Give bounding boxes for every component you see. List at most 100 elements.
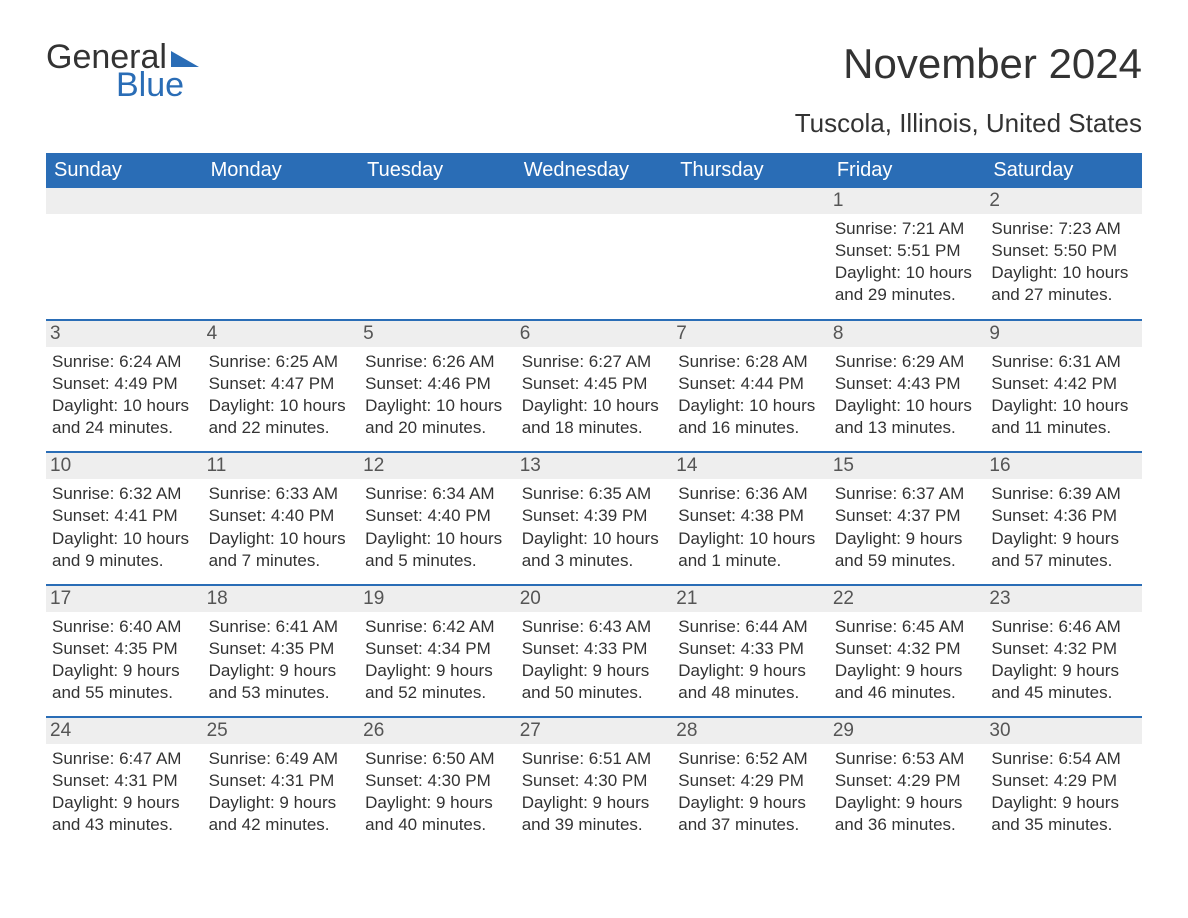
sunrise-text: Sunrise: 6:25 AM [209, 351, 354, 373]
day-details: Sunrise: 6:39 AMSunset: 4:36 PMDaylight:… [991, 483, 1136, 571]
day-header: Monday [203, 153, 360, 188]
daylight-text: Daylight: 10 hours and 16 minutes. [678, 395, 823, 439]
logo-flag-icon [171, 47, 199, 67]
day-cell: 26 Sunrise: 6:50 AMSunset: 4:30 PMDayligh… [359, 717, 516, 849]
daylight-text: Daylight: 9 hours and 59 minutes. [835, 528, 980, 572]
day-details: Sunrise: 6:28 AMSunset: 4:44 PMDaylight:… [678, 351, 823, 439]
sunset-text: Sunset: 4:41 PM [52, 505, 197, 527]
daylight-text: Daylight: 9 hours and 40 minutes. [365, 792, 510, 836]
header-row: General Blue November 2024 [46, 40, 1142, 102]
sunrise-text: Sunrise: 6:44 AM [678, 616, 823, 638]
day-number: 23 [985, 586, 1142, 612]
day-details: Sunrise: 6:26 AMSunset: 4:46 PMDaylight:… [365, 351, 510, 439]
sunrise-text: Sunrise: 6:43 AM [522, 616, 667, 638]
sunset-text: Sunset: 4:45 PM [522, 373, 667, 395]
day-number: 7 [672, 321, 829, 347]
day-number: 17 [46, 586, 203, 612]
day-number: 9 [985, 321, 1142, 347]
sunrise-text: Sunrise: 6:50 AM [365, 748, 510, 770]
day-number: 25 [203, 718, 360, 744]
daylight-text: Daylight: 9 hours and 50 minutes. [522, 660, 667, 704]
day-cell: 2Sunrise: 7:23 AMSunset: 5:50 PMDaylight… [985, 188, 1142, 320]
sunset-text: Sunset: 4:34 PM [365, 638, 510, 660]
day-cell: 20Sunrise: 6:43 AMSunset: 4:33 PMDayligh… [516, 585, 673, 717]
sunrise-text: Sunrise: 6:40 AM [52, 616, 197, 638]
day-number: 24 [46, 718, 203, 744]
day-number: 19 [359, 586, 516, 612]
day-header: Wednesday [516, 153, 673, 188]
sunrise-text: Sunrise: 6:51 AM [522, 748, 667, 770]
day-number: 2 [985, 188, 1142, 214]
day-details: Sunrise: 6:33 AMSunset: 4:40 PMDaylight:… [209, 483, 354, 571]
day-details: Sunrise: 6:53 AMSunset: 4:29 PMDaylight:… [835, 748, 980, 836]
daylight-text: Daylight: 9 hours and 42 minutes. [209, 792, 354, 836]
week-row: 1Sunrise: 7:21 AMSunset: 5:51 PMDaylight… [46, 188, 1142, 320]
day-number [203, 188, 360, 214]
day-number: 29 [829, 718, 986, 744]
day-cell [46, 188, 203, 320]
day-number: 8 [829, 321, 986, 347]
day-number: 16 [985, 453, 1142, 479]
sunrise-text: Sunrise: 6:32 AM [52, 483, 197, 505]
day-cell: 7 Sunrise: 6:28 AMSunset: 4:44 PMDaylight… [672, 320, 829, 452]
sunrise-text: Sunrise: 6:24 AM [52, 351, 197, 373]
sunrise-text: Sunrise: 6:34 AM [365, 483, 510, 505]
daylight-text: Daylight: 9 hours and 35 minutes. [991, 792, 1136, 836]
sunset-text: Sunset: 4:40 PM [365, 505, 510, 527]
day-number [672, 188, 829, 214]
day-cell: 21Sunrise: 6:44 AMSunset: 4:33 PMDayligh… [672, 585, 829, 717]
day-cell: 8Sunrise: 6:29 AMSunset: 4:43 PMDaylight… [829, 320, 986, 452]
sunset-text: Sunset: 4:47 PM [209, 373, 354, 395]
sunrise-text: Sunrise: 6:42 AM [365, 616, 510, 638]
daylight-text: Daylight: 10 hours and 22 minutes. [209, 395, 354, 439]
logo: General Blue [46, 40, 199, 102]
sunrise-text: Sunrise: 6:37 AM [835, 483, 980, 505]
location-subtitle: Tuscola, Illinois, United States [46, 108, 1142, 139]
day-number: 13 [516, 453, 673, 479]
sunset-text: Sunset: 4:31 PM [52, 770, 197, 792]
daylight-text: Daylight: 9 hours and 39 minutes. [522, 792, 667, 836]
day-cell: 19 Sunrise: 6:42 AMSunset: 4:34 PMDayligh… [359, 585, 516, 717]
daylight-text: Daylight: 10 hours and 29 minutes. [835, 262, 980, 306]
day-number [46, 188, 203, 214]
sunrise-text: Sunrise: 7:21 AM [835, 218, 980, 240]
sunset-text: Sunset: 4:30 PM [365, 770, 510, 792]
day-cell: 14Sunrise: 6:36 AMSunset: 4:38 PMDayligh… [672, 452, 829, 584]
daylight-text: Daylight: 10 hours and 5 minutes. [365, 528, 510, 572]
day-number: 26 [359, 718, 516, 744]
day-details: Sunrise: 6:45 AMSunset: 4:32 PMDaylight:… [835, 616, 980, 704]
sunrise-text: Sunrise: 6:54 AM [991, 748, 1136, 770]
day-number: 30 [985, 718, 1142, 744]
sunset-text: Sunset: 4:43 PM [835, 373, 980, 395]
day-details: Sunrise: 6:42 AMSunset: 4:34 PMDaylight:… [365, 616, 510, 704]
day-details: Sunrise: 6:32 AMSunset: 4:41 PMDaylight:… [52, 483, 197, 571]
day-details: Sunrise: 6:25 AMSunset: 4:47 PMDaylight:… [209, 351, 354, 439]
daylight-text: Daylight: 10 hours and 18 minutes. [522, 395, 667, 439]
sunrise-text: Sunrise: 6:35 AM [522, 483, 667, 505]
day-number: 28 [672, 718, 829, 744]
day-details: Sunrise: 6:35 AMSunset: 4:39 PMDaylight:… [522, 483, 667, 571]
day-cell: 3Sunrise: 6:24 AMSunset: 4:49 PMDaylight… [46, 320, 203, 452]
sunrise-text: Sunrise: 6:29 AM [835, 351, 980, 373]
week-row: 17Sunrise: 6:40 AMSunset: 4:35 PMDayligh… [46, 585, 1142, 717]
day-number: 6 [516, 321, 673, 347]
day-details: Sunrise: 6:31 AMSunset: 4:42 PMDaylight:… [991, 351, 1136, 439]
sunrise-text: Sunrise: 6:53 AM [835, 748, 980, 770]
day-number [359, 188, 516, 214]
daylight-text: Daylight: 10 hours and 7 minutes. [209, 528, 354, 572]
day-number: 20 [516, 586, 673, 612]
day-number: 22 [829, 586, 986, 612]
day-cell: 11Sunrise: 6:33 AMSunset: 4:40 PMDayligh… [203, 452, 360, 584]
day-header: Thursday [672, 153, 829, 188]
sunset-text: Sunset: 4:42 PM [991, 373, 1136, 395]
week-row: 24 Sunrise: 6:47 AMSunset: 4:31 PMDayligh… [46, 717, 1142, 849]
day-cell [516, 188, 673, 320]
sunrise-text: Sunrise: 6:49 AM [209, 748, 354, 770]
day-cell: 30 Sunrise: 6:54 AMSunset: 4:29 PMDayligh… [985, 717, 1142, 849]
day-number: 14 [672, 453, 829, 479]
day-details: Sunrise: 6:47 AMSunset: 4:31 PMDaylight:… [52, 748, 197, 836]
sunset-text: Sunset: 4:44 PM [678, 373, 823, 395]
daylight-text: Daylight: 10 hours and 24 minutes. [52, 395, 197, 439]
day-details: Sunrise: 6:54 AMSunset: 4:29 PMDaylight:… [991, 748, 1136, 836]
sunrise-text: Sunrise: 6:27 AM [522, 351, 667, 373]
